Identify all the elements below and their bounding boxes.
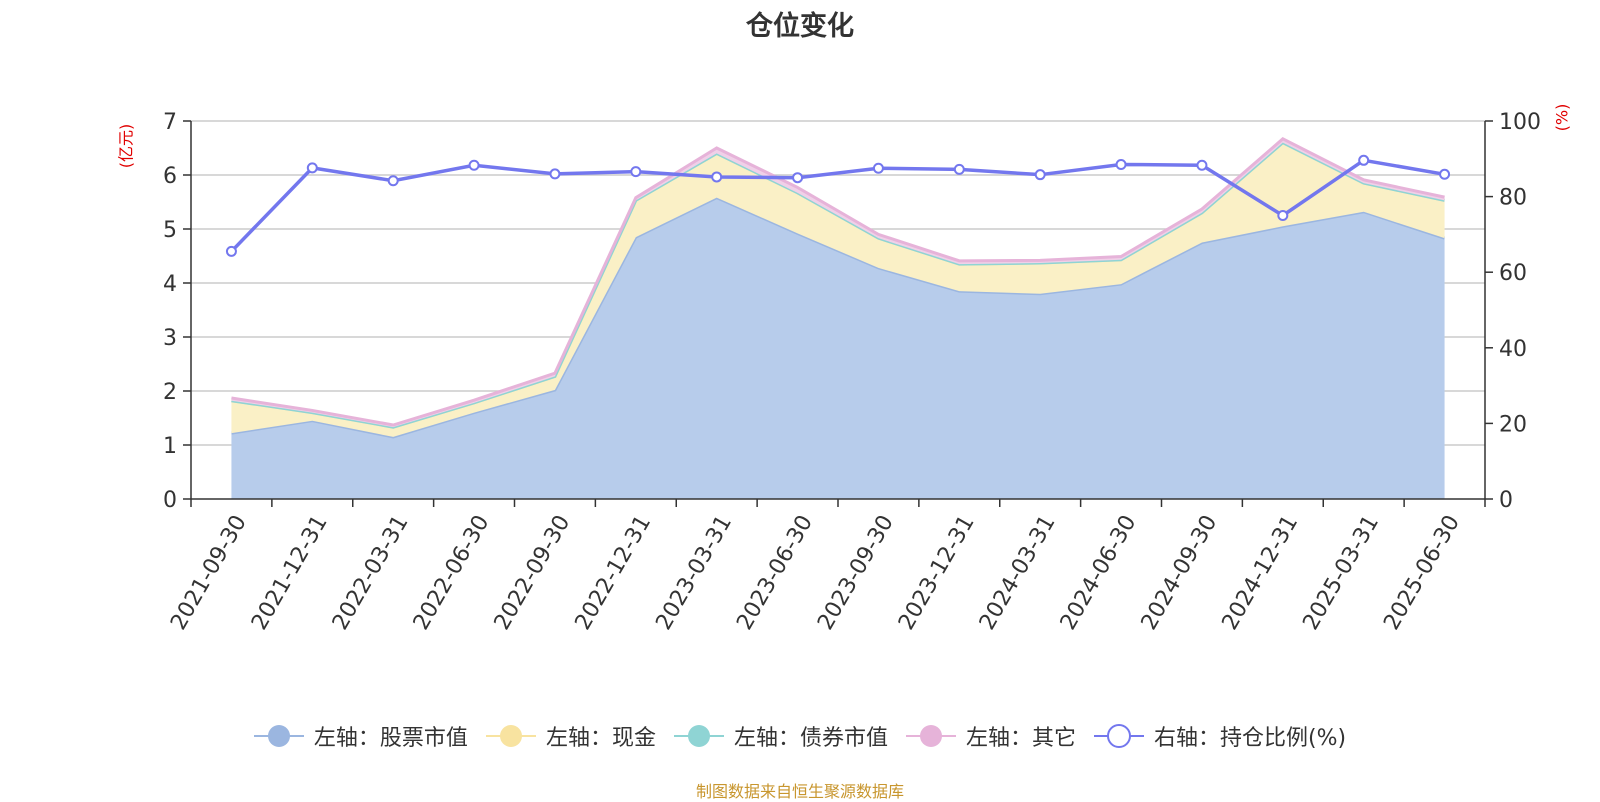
- legend-marker-icon: [673, 725, 724, 747]
- line-point: [306, 162, 318, 174]
- x-tick-label: 2025-06-30: [1379, 511, 1465, 634]
- x-tick-label: 2022-06-30: [409, 511, 495, 634]
- line-point: [1439, 168, 1451, 180]
- line-point: [225, 245, 237, 257]
- legend-marker-icon: [253, 725, 304, 747]
- legend: 左轴：股票市值 左轴：现金 左轴：债券市值 左轴：其它 右轴：持仓比例(%): [0, 718, 1600, 754]
- legend-item[interactable]: 右轴：持仓比例(%): [1093, 720, 1347, 752]
- x-tick-label: 2021-09-30: [166, 511, 252, 634]
- area-左轴：现金: [231, 142, 1445, 437]
- left-tick-label: 0: [163, 488, 177, 513]
- line-右轴：持仓比例(%): [230, 158, 1445, 253]
- right-tick-label: 40: [1499, 337, 1527, 362]
- legend-label: 左轴：股票市值: [313, 726, 468, 751]
- right-tick-label: 80: [1499, 186, 1527, 211]
- x-tick-label: 2024-03-31: [975, 511, 1061, 634]
- left-tick-label: 2: [163, 380, 177, 405]
- left-tick-label: 5: [163, 218, 177, 243]
- chart-title: 仓位变化: [746, 11, 854, 42]
- x-tick-label: 2023-03-31: [651, 511, 737, 634]
- left-tick-label: 3: [163, 326, 177, 351]
- x-tick-label: 2022-09-30: [490, 511, 576, 634]
- legend-label: 左轴：现金: [545, 726, 656, 751]
- line-point: [711, 171, 723, 183]
- line-point: [1358, 154, 1370, 166]
- line-point: [1034, 169, 1046, 181]
- left-tick-label: 7: [163, 110, 177, 135]
- line-point: [1277, 210, 1289, 221]
- x-tick-label: 2021-12-31: [247, 511, 333, 634]
- right-tick-label: 100: [1499, 110, 1541, 135]
- legend-label: 左轴：债券市值: [733, 726, 888, 751]
- legend-label: 左轴：其它: [965, 726, 1076, 751]
- area-line-左轴：其它: [231, 137, 1445, 427]
- right-tick-label: 60: [1499, 261, 1527, 286]
- line-point: [953, 163, 965, 175]
- legend-marker-icon: [1093, 724, 1144, 748]
- area-左轴：股票市值: [231, 197, 1445, 499]
- legend-item[interactable]: 左轴：股票市值: [253, 720, 468, 752]
- data-source-footer: 制图数据来自恒生聚源数据库: [695, 782, 904, 801]
- legend-item[interactable]: 左轴：现金: [485, 720, 656, 752]
- line-point: [1196, 159, 1208, 171]
- right-tick-label: 0: [1499, 488, 1513, 513]
- line-point: [549, 168, 561, 180]
- legend-item[interactable]: 左轴：其它: [905, 720, 1076, 752]
- legend-marker-icon: [905, 725, 956, 747]
- x-tick-label: 2023-09-30: [813, 511, 899, 634]
- x-tick-label: 2024-06-30: [1056, 511, 1142, 634]
- x-tick-label: 2025-03-31: [1298, 511, 1384, 634]
- line-point: [387, 175, 399, 187]
- chart-area: 0 1 2 3 4 5 6 7 0 20 40 60 80 100 2021-09-302021-12-31…: [163, 110, 1541, 634]
- left-tick-label: 6: [163, 164, 177, 189]
- line-point: [792, 172, 804, 184]
- x-tick-label: 2023-12-31: [894, 511, 980, 634]
- left-tick-label: 4: [163, 272, 177, 297]
- line-point: [1115, 158, 1127, 170]
- x-tick-label: 2024-09-30: [1137, 511, 1223, 634]
- legend-label: 右轴：持仓比例(%): [1153, 726, 1347, 751]
- x-tick-label: 2024-12-31: [1218, 511, 1304, 634]
- line-point: [468, 159, 480, 171]
- right-tick-label: 20: [1499, 412, 1527, 437]
- left-tick-label: 1: [163, 434, 177, 459]
- legend-marker-icon: [485, 725, 536, 747]
- x-tick-label: 2023-06-30: [732, 511, 818, 634]
- line-point: [630, 166, 642, 178]
- line-point: [872, 162, 884, 174]
- legend-item[interactable]: 左轴：债券市值: [673, 720, 888, 752]
- x-tick-label: 2022-03-31: [328, 511, 414, 634]
- x-tick-label: 2022-12-31: [571, 511, 657, 634]
